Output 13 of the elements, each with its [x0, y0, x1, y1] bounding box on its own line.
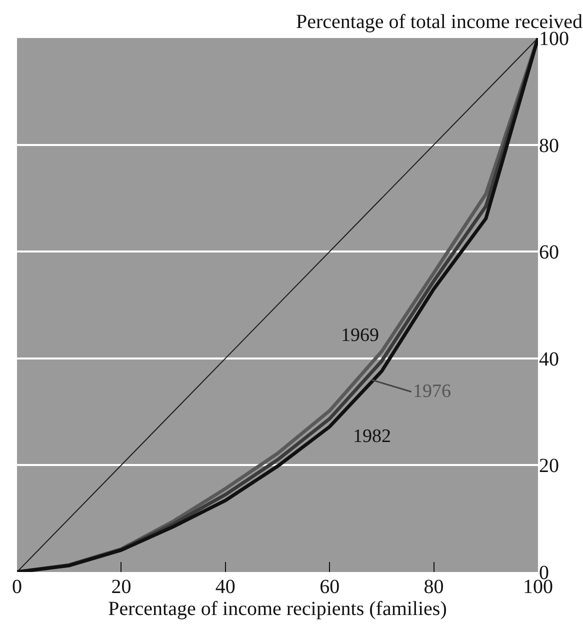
- x-tick-label: 60: [320, 576, 340, 598]
- y-tick-label: 40: [539, 348, 559, 370]
- annotation: 1976: [413, 381, 451, 402]
- y-tick-label: 20: [539, 455, 559, 478]
- x-tick-label: 80: [424, 576, 444, 598]
- y-tick-label: 60: [539, 242, 559, 264]
- x-axis-title: Percentage of income recipients (families): [108, 598, 447, 620]
- x-tick-label: 20: [111, 576, 132, 598]
- y-tick-label: 80: [539, 134, 559, 157]
- x-tick-label: 40: [215, 576, 236, 598]
- x-tick-label: 0: [12, 576, 22, 598]
- annotation: 1969: [341, 325, 379, 346]
- annotation: 1982: [353, 426, 391, 447]
